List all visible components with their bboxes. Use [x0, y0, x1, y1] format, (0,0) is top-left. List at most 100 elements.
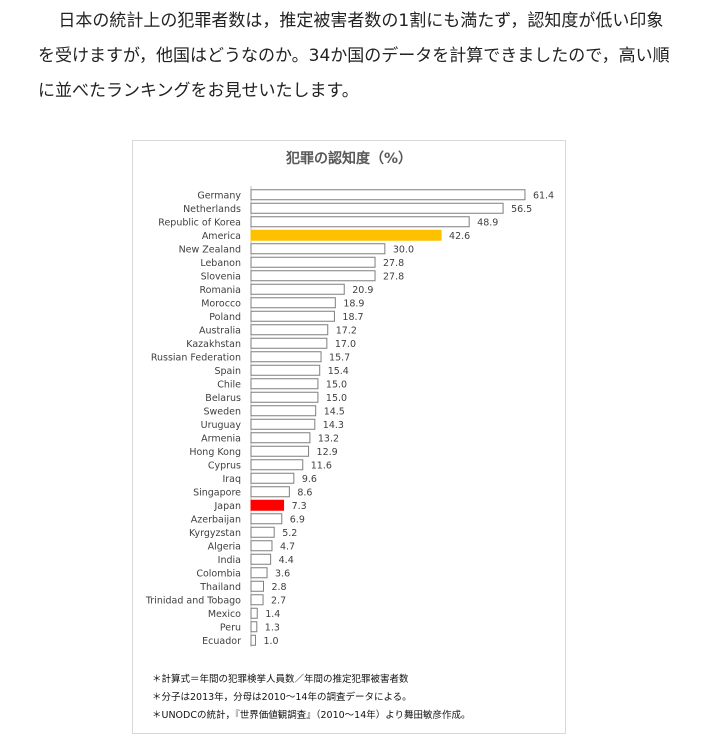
note-years: ＊分子は2013年，分母は2010～14年の調査データによる。 — [152, 692, 412, 703]
value-label: 18.9 — [343, 298, 364, 309]
chart-figure: 犯罪の認知度（%） Germany 61.4 Netherlands 56.5 Repu… — [132, 140, 566, 734]
value-label: 15.0 — [326, 393, 347, 404]
value-label: 12.9 — [317, 447, 338, 458]
value-label: 48.9 — [477, 217, 498, 228]
bar — [250, 486, 290, 498]
chart-notes: ＊計算式＝年間の犯罪検挙人員数／年間の推定犯罪被害者数 ＊分子は2013年，分母… — [152, 671, 562, 725]
bar — [250, 499, 285, 511]
value-label: 6.9 — [290, 514, 305, 525]
category-label: Germany — [197, 190, 241, 201]
bar — [250, 378, 319, 390]
value-label: 15.4 — [328, 366, 349, 377]
category-label: Iraq — [222, 474, 241, 485]
bar — [250, 283, 345, 295]
category-label: India — [218, 555, 241, 566]
category-label: Hong Kong — [189, 447, 241, 458]
value-label: 15.7 — [329, 352, 350, 363]
category-label: Spain — [214, 366, 241, 377]
value-label: 4.7 — [280, 541, 295, 552]
category-label: Peru — [220, 622, 241, 633]
value-label: 61.4 — [533, 190, 554, 201]
value-label: 7.3 — [292, 501, 307, 512]
value-label: 4.4 — [279, 555, 294, 566]
category-label: Algeria — [208, 541, 241, 552]
value-label: 2.8 — [271, 582, 286, 593]
value-label: 8.6 — [297, 487, 312, 498]
bar — [250, 364, 321, 376]
value-label: 17.2 — [336, 325, 357, 336]
bar — [250, 567, 268, 579]
value-label: 30.0 — [393, 244, 414, 255]
category-label: New Zealand — [179, 244, 241, 255]
value-label: 42.6 — [449, 231, 470, 242]
category-label: Chile — [217, 379, 241, 390]
category-label: Morocco — [201, 298, 241, 309]
category-label: Trinidad and Tobago — [145, 595, 241, 606]
value-label: 14.5 — [324, 406, 345, 417]
category-label: Armenia — [201, 433, 241, 444]
bar — [250, 324, 329, 336]
value-label: 13.2 — [318, 433, 339, 444]
value-label: 27.8 — [383, 271, 404, 282]
category-label: Colombia — [196, 568, 241, 579]
bar — [250, 432, 311, 444]
bar — [250, 459, 304, 471]
bar — [250, 216, 470, 228]
value-label: 1.4 — [265, 609, 280, 620]
note-formula: ＊計算式＝年間の犯罪検挙人員数／年間の推定犯罪被害者数 — [152, 674, 409, 685]
value-label: 11.6 — [311, 460, 332, 471]
category-label: Australia — [199, 325, 241, 336]
category-label: Russian Federation — [151, 352, 241, 363]
category-label: Thailand — [199, 582, 241, 593]
value-label: 2.7 — [271, 595, 286, 606]
value-label: 20.9 — [352, 285, 373, 296]
value-label: 15.0 — [326, 379, 347, 390]
category-label: Azerbaijan — [191, 514, 241, 525]
value-label: 14.3 — [323, 420, 344, 431]
bars-layer: Germany 61.4 Netherlands 56.5 Republic of Ko… — [145, 186, 554, 647]
bar — [250, 189, 526, 201]
bar — [250, 229, 442, 241]
bar — [250, 513, 283, 525]
category-label: Uruguay — [201, 420, 242, 431]
note-source: ＊UNODCの統計，『世界価値観調査』（2010～14年）より舞田敏彦作成。 — [152, 710, 471, 721]
bar — [250, 607, 258, 619]
bar — [250, 418, 316, 430]
category-label: Kyrgyzstan — [189, 528, 241, 539]
category-label: Slovenia — [201, 271, 241, 282]
category-label: Romania — [199, 285, 241, 296]
value-label: 3.6 — [275, 568, 290, 579]
category-label: Japan — [214, 501, 242, 512]
value-label: 17.0 — [335, 339, 356, 350]
bar — [250, 540, 273, 552]
category-label: Poland — [209, 312, 241, 323]
category-label: America — [202, 231, 241, 242]
category-label: Cyprus — [208, 460, 241, 471]
bar — [250, 580, 264, 592]
value-label: 1.3 — [265, 622, 280, 633]
bar — [250, 310, 335, 322]
bar — [250, 202, 504, 214]
bar — [250, 621, 258, 633]
bar — [250, 405, 317, 417]
bar — [250, 337, 328, 349]
bar — [250, 243, 386, 255]
category-label: Singapore — [193, 487, 241, 498]
bar — [250, 526, 275, 538]
value-label: 56.5 — [511, 204, 532, 215]
bar — [250, 297, 336, 309]
bar — [250, 553, 272, 565]
category-label: Belarus — [205, 393, 241, 404]
bar — [250, 472, 295, 484]
category-label: Kazakhstan — [186, 339, 241, 350]
bar-chart: 犯罪の認知度（%） Germany 61.4 Netherlands 56.5 Repu… — [145, 150, 554, 647]
bar — [250, 270, 376, 282]
chart-title: 犯罪の認知度（%） — [285, 150, 412, 167]
bar — [250, 256, 376, 268]
value-label: 5.2 — [282, 528, 297, 539]
value-label: 1.0 — [263, 636, 278, 647]
bar — [250, 391, 319, 403]
intro-paragraph: 日本の統計上の犯罪者数は，推定被害者数の1割にも満たず，認知度が低い印象を受けま… — [38, 11, 670, 101]
bar — [250, 351, 322, 363]
value-label: 18.7 — [342, 312, 363, 323]
